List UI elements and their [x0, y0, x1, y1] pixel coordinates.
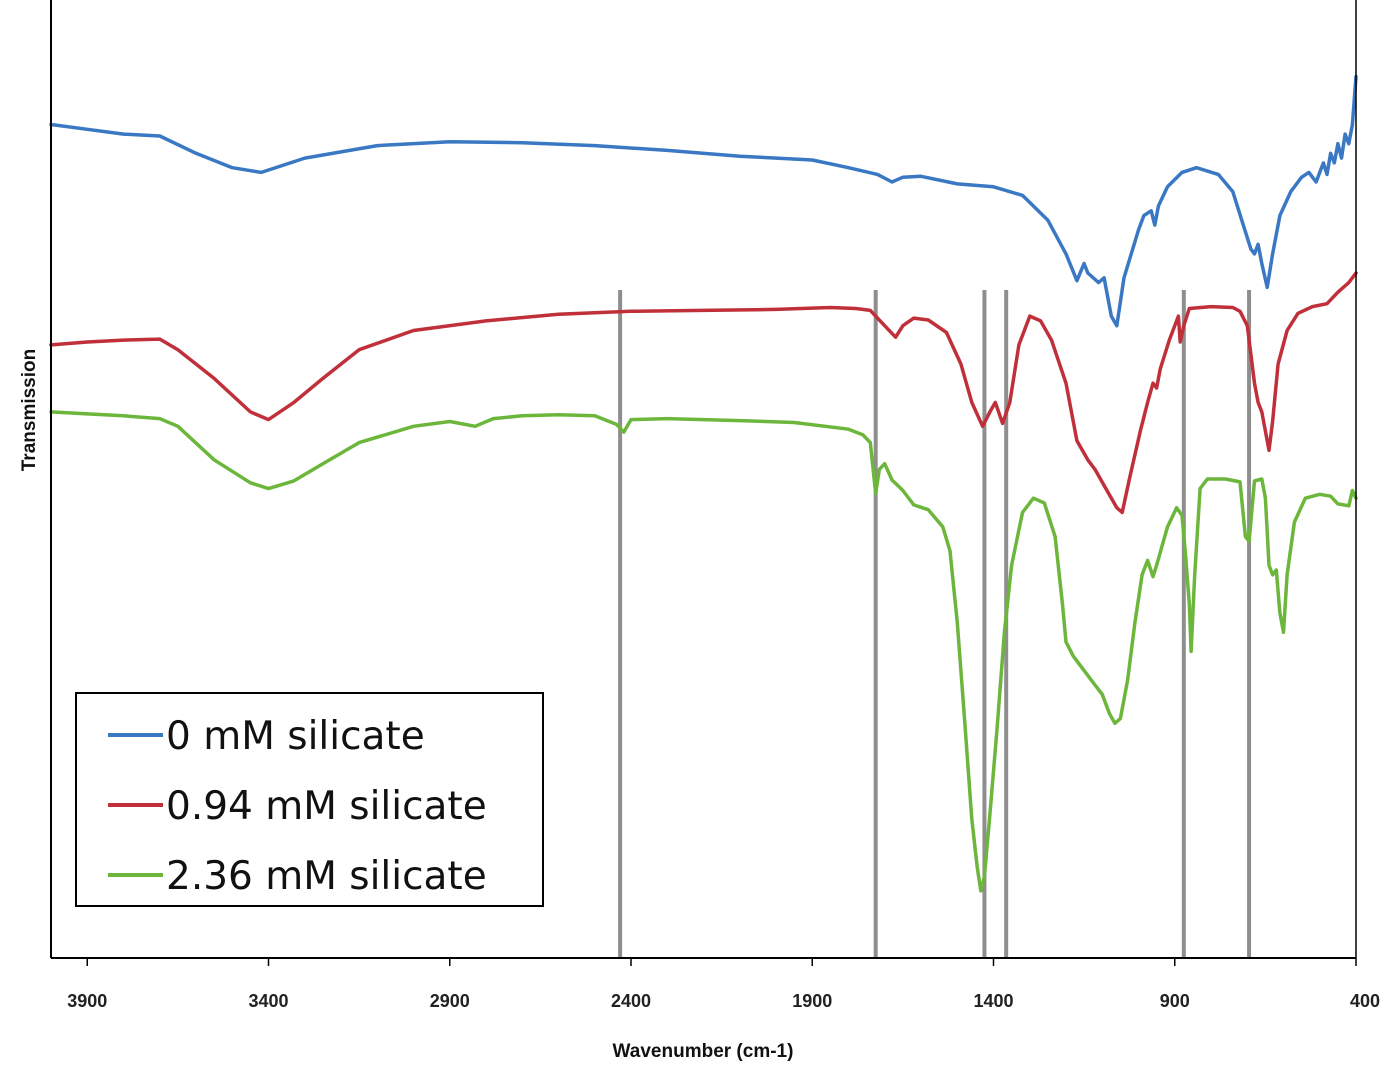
x-tick-label: 3900	[67, 991, 107, 1011]
legend-box	[75, 692, 544, 907]
x-tick-label: 3400	[248, 991, 288, 1011]
x-tick-label: 1400	[973, 991, 1013, 1011]
series-line-3	[49, 410, 1358, 893]
legend-label-1: 0 mM silicate	[166, 714, 425, 759]
x-ticks: 3900 3400 2900 2400 1900 1400 900 400	[67, 958, 1380, 1011]
y-axis-label: Transmission	[19, 349, 40, 472]
x-tick-label: 2900	[430, 991, 470, 1011]
x-tick-label: 400	[1350, 991, 1380, 1011]
x-tick-label: 900	[1160, 991, 1190, 1011]
legend-label-3: 2.36 mM silicate	[166, 854, 487, 899]
x-tick-label: 1900	[792, 991, 832, 1011]
legend-label-2: 0.94 mM silicate	[166, 784, 487, 829]
legend: 0 mM silicate 0.94 mM silicate 2.36 mM sil…	[75, 692, 544, 907]
x-tick-label: 2400	[611, 991, 651, 1011]
series-line-1	[49, 74, 1358, 328]
series-line-2	[49, 271, 1358, 515]
x-axis-label: Wavenumber (cm-1)	[613, 1041, 794, 1062]
reference-lines	[618, 290, 1252, 958]
series-group	[49, 74, 1358, 893]
